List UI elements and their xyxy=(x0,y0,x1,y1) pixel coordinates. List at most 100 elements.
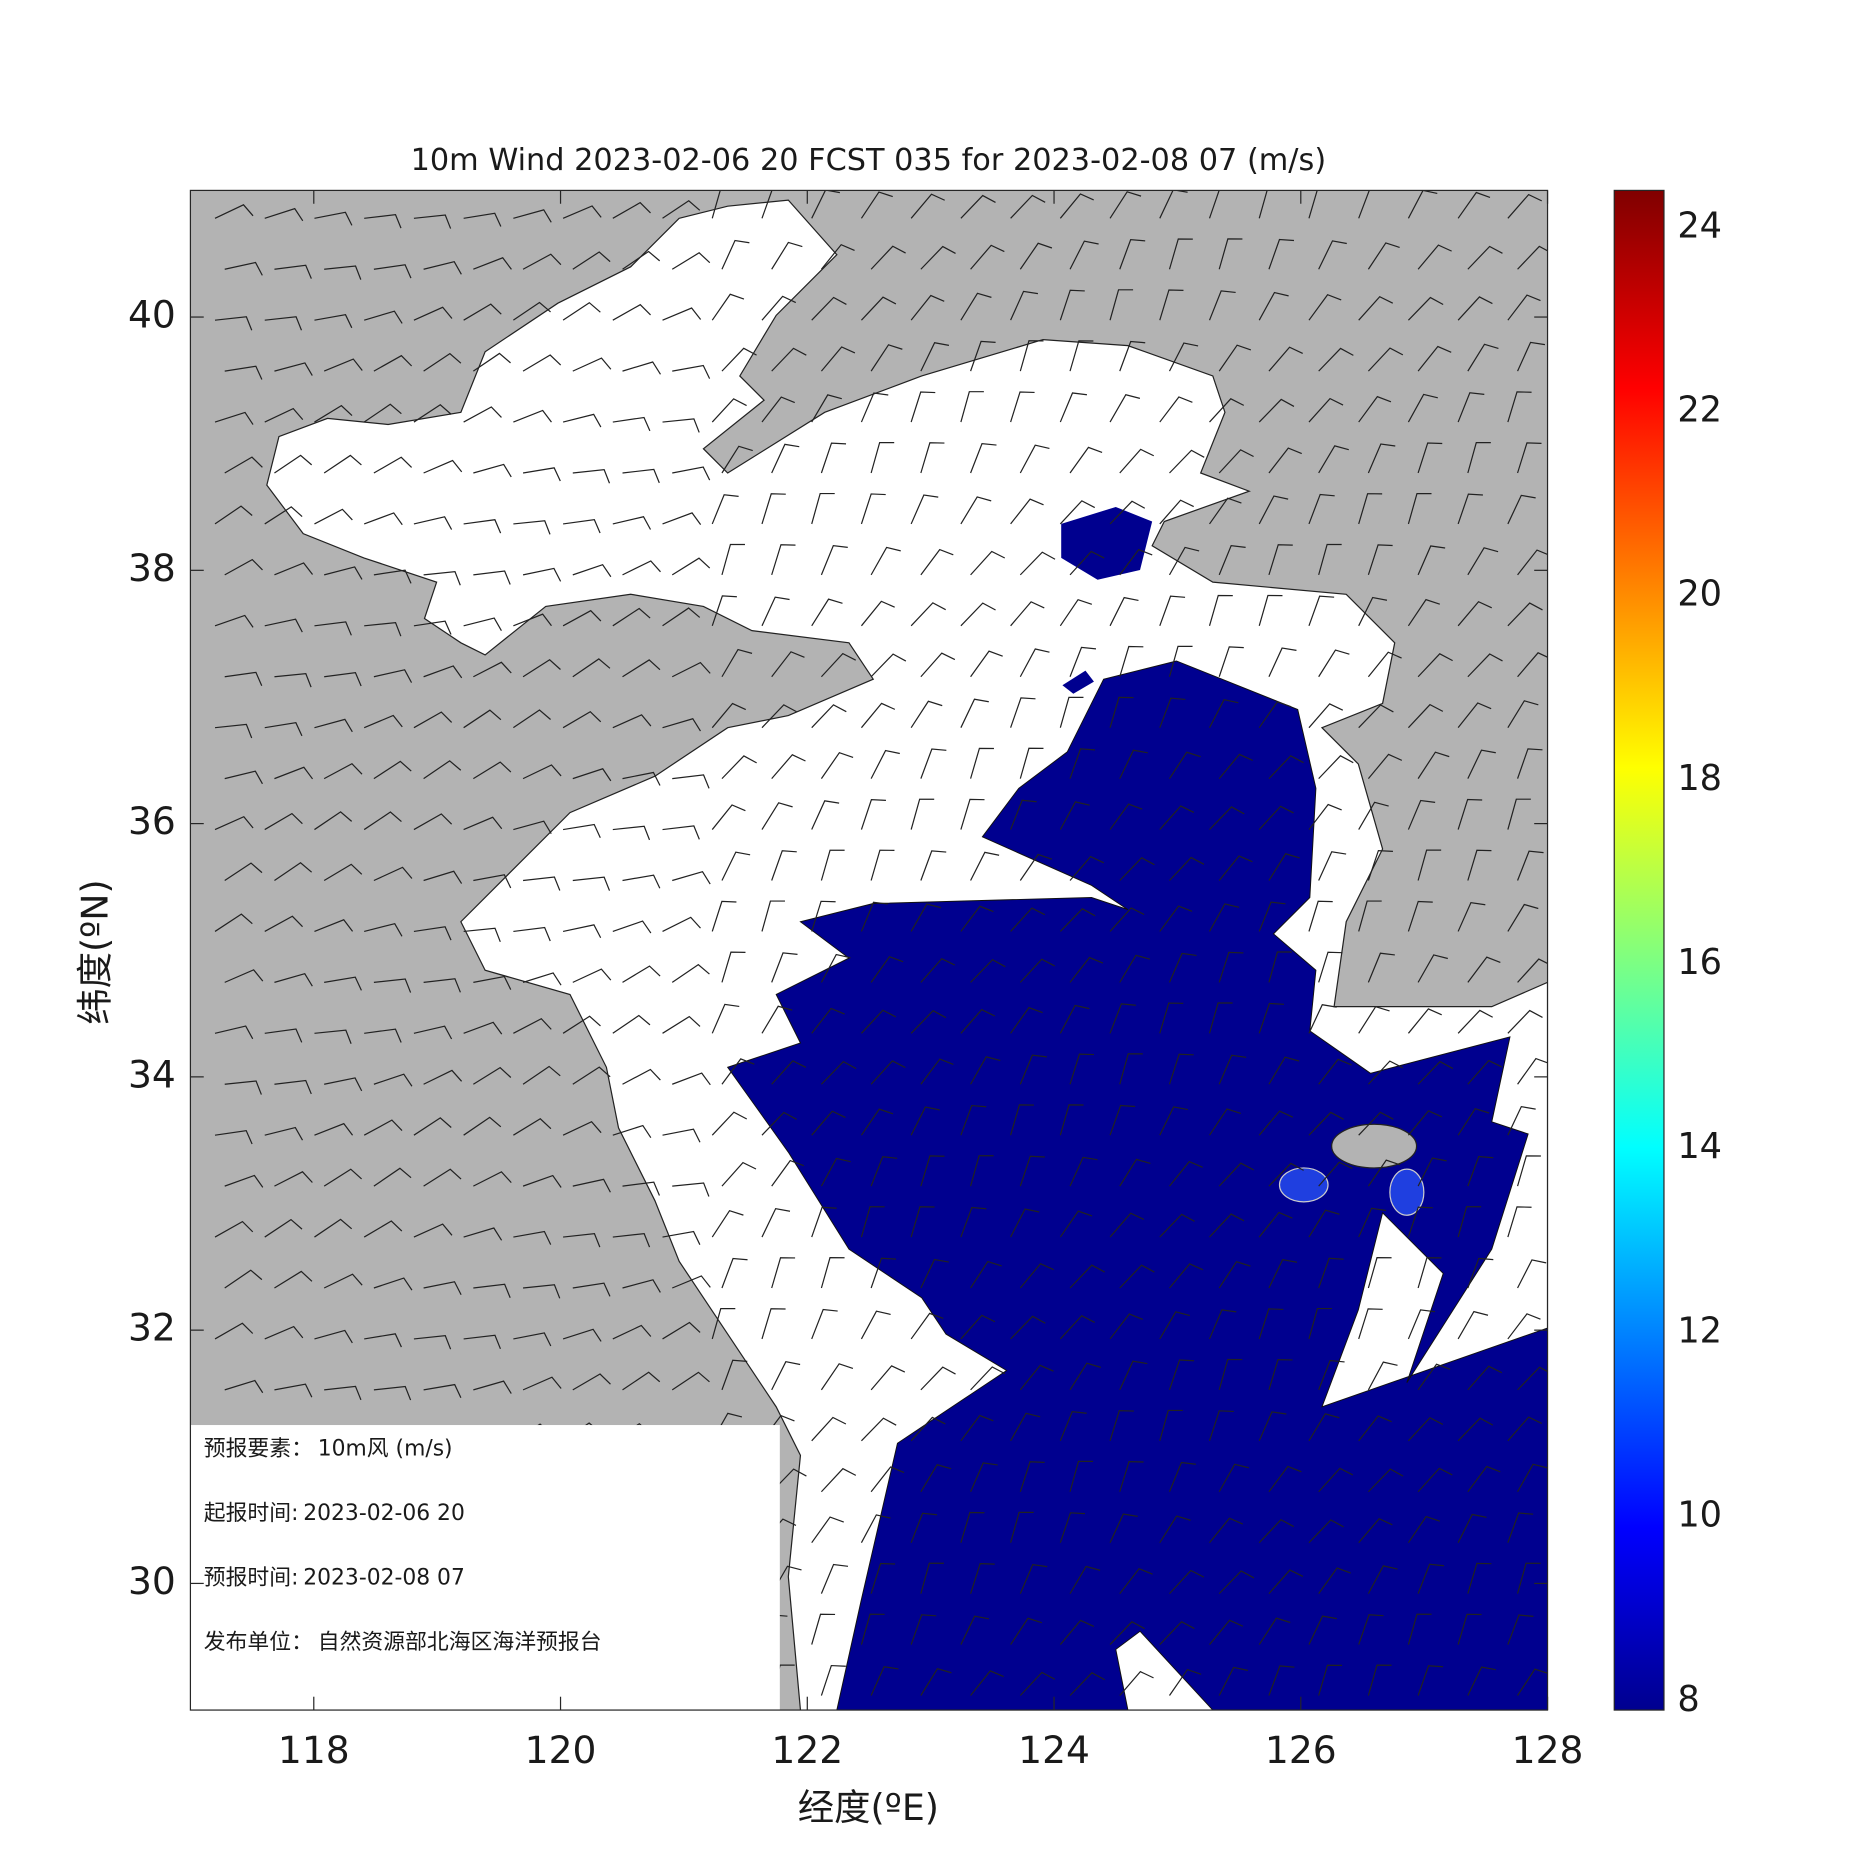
wind-barb xyxy=(214,204,254,219)
wind-barb xyxy=(1367,1565,1398,1594)
wind-barb xyxy=(1517,748,1543,779)
wind-barb xyxy=(711,900,737,932)
wind-barb xyxy=(562,413,602,428)
wind-barb xyxy=(274,1383,313,1398)
wind-barb xyxy=(1308,1209,1340,1238)
wind-barb xyxy=(1010,1315,1046,1340)
wind-barb xyxy=(224,1269,263,1289)
wind-barb xyxy=(870,1257,897,1289)
wind-barb xyxy=(1119,1567,1153,1594)
wind-barb xyxy=(522,567,562,582)
wind-barb xyxy=(671,661,711,678)
wind-barb xyxy=(1507,1416,1543,1442)
wind-barb xyxy=(1010,907,1046,932)
wind-barb xyxy=(1467,1562,1492,1594)
wind-barb xyxy=(622,771,661,786)
wind-barb xyxy=(413,711,453,729)
wind-barb xyxy=(1467,1059,1503,1085)
wind-barb xyxy=(522,876,561,891)
wind-barb xyxy=(522,1065,561,1085)
wind-barb xyxy=(910,903,942,932)
wind-barb xyxy=(1208,1002,1233,1034)
wind-barb xyxy=(820,442,847,474)
wind-barb xyxy=(1358,801,1389,830)
wind-barb xyxy=(1218,449,1254,474)
wind-barb xyxy=(622,1181,660,1196)
wind-barb xyxy=(1109,1104,1136,1136)
wind-barb xyxy=(612,416,651,432)
wind-barb xyxy=(1109,596,1139,627)
wind-barb xyxy=(721,1058,755,1085)
wind-barb xyxy=(1308,294,1342,321)
colorbar-tick-label: 10 xyxy=(1677,1495,1722,1536)
wind-barb xyxy=(214,723,253,739)
wind-barb xyxy=(1168,1359,1195,1391)
wind-barb xyxy=(910,391,936,423)
wind-barb xyxy=(413,1223,453,1238)
wind-barb xyxy=(214,1322,254,1340)
wind-barb xyxy=(721,543,745,576)
wind-barb xyxy=(1258,701,1292,729)
wind-barb xyxy=(960,798,985,830)
wind-barb xyxy=(920,1667,952,1696)
wind-barb xyxy=(1358,190,1385,219)
wind-barb xyxy=(920,1366,956,1391)
wind-barb xyxy=(224,261,263,276)
wind-barb xyxy=(1516,442,1542,474)
wind-barb xyxy=(721,445,753,474)
wind-barb xyxy=(1467,749,1496,779)
wind-barb xyxy=(622,1371,661,1391)
wind-barb xyxy=(1268,1056,1300,1085)
wind-barb xyxy=(672,1182,710,1197)
wind-barb xyxy=(1159,905,1193,932)
wind-barb xyxy=(910,193,945,219)
wind-barb xyxy=(413,404,452,423)
wind-barb xyxy=(622,468,660,484)
wind-barb xyxy=(1358,596,1388,627)
wind-barb xyxy=(423,352,462,372)
info-line: 预报时间: 2023-02-08 07 xyxy=(204,1566,465,1591)
wind-barb xyxy=(1258,901,1286,932)
wind-barb xyxy=(1417,653,1453,678)
wind-barb xyxy=(960,292,992,321)
wind-barb xyxy=(1069,340,1094,372)
wind-barb xyxy=(672,870,711,885)
wind-barb xyxy=(662,512,702,525)
wind-barb xyxy=(214,505,253,525)
wind-barb xyxy=(970,851,1000,881)
colorbar-tick-label: 20 xyxy=(1677,574,1722,615)
wind-barb xyxy=(960,602,996,627)
wind-barb xyxy=(1517,549,1548,576)
wind-barb xyxy=(522,354,562,372)
wind-barb xyxy=(820,1363,854,1391)
wind-barb xyxy=(1109,500,1146,525)
wind-barb xyxy=(1109,1212,1145,1238)
wind-barb xyxy=(1208,1410,1234,1442)
wind-barb xyxy=(1517,1463,1548,1493)
wind-barb xyxy=(363,714,403,729)
wind-barb xyxy=(1109,394,1141,423)
wind-barb xyxy=(423,1069,463,1085)
wind-barb xyxy=(860,296,897,321)
wind-barb xyxy=(1268,346,1303,372)
wind-barb xyxy=(523,1284,561,1299)
wind-barb xyxy=(1457,1107,1490,1136)
wind-barb xyxy=(562,924,602,939)
wind-barb xyxy=(1318,1161,1353,1187)
wind-barb xyxy=(970,1366,1006,1391)
wind-barb xyxy=(920,342,950,372)
wind-barb xyxy=(513,709,551,729)
wind-barb xyxy=(373,456,413,474)
wind-barb xyxy=(910,1009,947,1034)
wind-barb xyxy=(1119,1264,1155,1289)
wind-barb xyxy=(1358,1111,1394,1136)
wind-barb xyxy=(214,913,253,932)
wind-barb xyxy=(1407,1309,1436,1340)
wind-barb xyxy=(1218,545,1246,576)
wind-barb xyxy=(373,1385,412,1401)
wind-barb xyxy=(870,442,895,474)
wind-barb xyxy=(522,764,562,780)
wind-barb xyxy=(1208,699,1239,728)
wind-barb xyxy=(1367,1060,1404,1085)
